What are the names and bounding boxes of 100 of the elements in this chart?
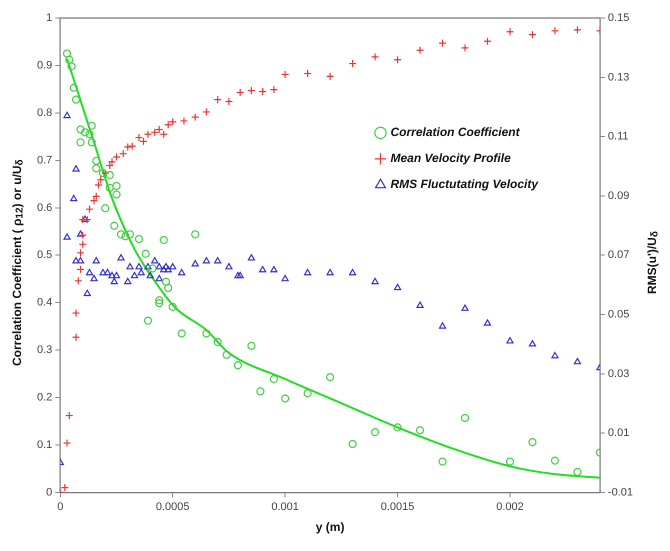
y-tick-label: 0.2 [36,392,52,404]
point [304,268,312,276]
point [326,373,334,382]
point [106,170,114,180]
point [169,262,176,270]
point [222,350,231,359]
point [202,108,211,116]
point [92,156,100,165]
point [460,414,470,422]
point [506,28,514,36]
point [60,484,69,492]
point [92,257,100,264]
point [506,337,514,344]
point [234,361,242,370]
point [142,250,150,258]
point [178,329,186,338]
point [70,194,78,202]
point [416,426,424,434]
point [110,278,118,284]
point [348,440,357,448]
point [326,72,334,80]
point [162,278,170,286]
point [348,59,357,68]
point [72,165,80,172]
point [148,264,157,273]
y-tick-label: 1 [46,12,52,24]
point [225,262,233,270]
point [99,268,107,276]
point [78,240,87,248]
point [214,95,222,104]
y2-tick-label: 0.07 [608,249,630,262]
y2-tick-label: 0.11 [608,130,629,143]
point [259,266,266,272]
point [151,257,158,264]
point [150,128,159,136]
point [256,387,265,396]
point [528,30,537,39]
x-tick-label: 0.0005 [156,501,190,514]
point [88,122,96,130]
point [85,205,94,214]
point [101,169,110,178]
y2-tick-label: 0.05 [608,308,630,321]
point [370,52,380,61]
point [146,272,154,278]
point [124,142,132,152]
x-tick-label: 0 [57,501,64,514]
point [258,87,267,96]
point [574,358,582,364]
point [130,272,138,278]
point [484,319,492,326]
point [128,142,136,150]
point [108,158,116,166]
y-tick-label: 0.8 [36,106,52,119]
point [247,86,256,95]
point [550,26,560,35]
point [234,272,242,278]
x-tick-label: 0.001 [271,501,299,514]
point [326,268,334,276]
point [126,230,134,238]
point [76,125,85,134]
point [214,257,222,264]
point [371,278,379,284]
point [438,39,447,48]
point [62,438,72,448]
point [416,302,424,308]
point [72,333,80,342]
point [304,389,312,398]
point [162,262,170,270]
point [144,262,152,270]
point [393,423,402,432]
y-tick-label: 0.9 [36,59,52,72]
point [110,222,118,230]
point [155,296,164,304]
point [121,232,130,240]
point [164,120,172,129]
legend-label: Correlation Coefficient [390,125,521,140]
point [88,138,96,146]
point [76,265,85,274]
legend-label: Mean Velocity Profile [390,151,512,166]
y2-tick-label: 0.15 [608,12,630,24]
y-tick-label: 0 [46,486,52,498]
point [282,274,289,282]
point [460,44,470,52]
point [168,118,177,126]
point [116,230,126,238]
y2-tick-label: 0.13 [608,71,630,84]
point [86,268,94,276]
point [80,128,90,136]
point [138,268,145,276]
y-tick-label: 0.3 [36,344,52,356]
point [573,468,582,476]
point [192,260,199,266]
point [92,192,100,200]
x-tick-label: 0.002 [496,501,524,514]
point [270,86,278,94]
point [72,257,80,264]
x-tick-label: 0.0015 [380,501,414,514]
point [202,257,210,264]
point [94,180,103,190]
point [160,236,168,244]
